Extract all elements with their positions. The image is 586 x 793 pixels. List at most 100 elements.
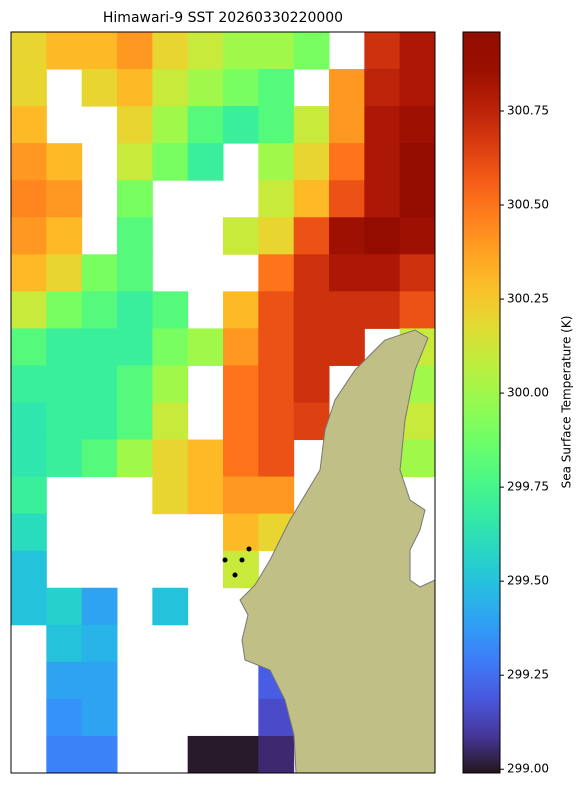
cell xyxy=(11,402,47,441)
cell xyxy=(293,402,330,441)
cell xyxy=(11,439,47,478)
cell xyxy=(152,402,189,441)
cell xyxy=(117,143,153,181)
markers xyxy=(222,546,252,578)
cell xyxy=(81,698,118,737)
cell xyxy=(187,439,224,478)
cell xyxy=(117,217,153,255)
cell xyxy=(399,254,436,292)
cell xyxy=(223,291,259,329)
cell xyxy=(293,106,330,144)
cell xyxy=(258,402,295,441)
cell xyxy=(364,291,401,329)
cell xyxy=(11,291,47,329)
cell xyxy=(293,180,330,218)
cell xyxy=(364,254,401,292)
cell xyxy=(11,32,47,70)
cell xyxy=(258,439,295,478)
cell xyxy=(399,143,436,181)
cell xyxy=(258,106,295,144)
cell xyxy=(329,69,365,107)
cell xyxy=(81,32,118,70)
cell xyxy=(46,291,83,329)
cell xyxy=(329,254,365,292)
cell xyxy=(293,32,330,70)
cell xyxy=(293,254,330,292)
cell xyxy=(11,180,47,218)
colorbar-tick-label: 300.75 xyxy=(507,103,549,117)
cell xyxy=(46,32,83,70)
chart-title: Himawari-9 SST 20260330220000 xyxy=(103,10,343,26)
cell xyxy=(81,661,118,700)
cell xyxy=(329,180,365,218)
cell xyxy=(46,143,83,181)
cell xyxy=(223,550,259,589)
colorbar-tick-label: 299.00 xyxy=(507,762,549,776)
cell xyxy=(364,217,401,255)
cell xyxy=(399,32,436,70)
cell xyxy=(152,143,189,181)
cell xyxy=(81,402,118,441)
cell xyxy=(46,624,83,663)
colorbar-tick-label: 300.50 xyxy=(507,198,549,212)
cell xyxy=(293,291,330,329)
cell xyxy=(152,439,189,478)
cell xyxy=(187,69,224,107)
colorbar-label: Sea Surface Temperature (K) xyxy=(560,316,574,489)
cell xyxy=(117,439,153,478)
cell xyxy=(46,217,83,255)
cell xyxy=(152,365,189,403)
cell xyxy=(187,143,224,181)
cell xyxy=(364,180,401,218)
cell xyxy=(223,32,259,70)
cell xyxy=(187,328,224,366)
cell xyxy=(81,439,118,478)
cell xyxy=(329,217,365,255)
cell xyxy=(81,624,118,663)
cell xyxy=(117,254,153,292)
cell xyxy=(223,735,259,774)
cell xyxy=(187,106,224,144)
cell xyxy=(187,476,224,515)
cell xyxy=(81,69,118,107)
cell xyxy=(46,328,83,366)
cell xyxy=(46,661,83,700)
cell xyxy=(399,217,436,255)
cell xyxy=(293,143,330,181)
cell xyxy=(293,365,330,403)
cell xyxy=(46,735,83,774)
cell xyxy=(258,365,295,403)
cell xyxy=(258,217,295,255)
cell xyxy=(258,69,295,107)
cell xyxy=(223,476,259,515)
cell xyxy=(152,587,189,626)
cell xyxy=(399,106,436,144)
cell xyxy=(117,106,153,144)
cell xyxy=(293,217,330,255)
cell xyxy=(46,365,83,403)
cell xyxy=(117,402,153,441)
cell xyxy=(152,69,189,107)
cell xyxy=(223,69,259,107)
cell xyxy=(364,32,401,70)
cell xyxy=(223,328,259,366)
cell xyxy=(329,143,365,181)
cell xyxy=(399,69,436,107)
cell xyxy=(329,106,365,144)
cell xyxy=(152,291,189,329)
colorbar-tick-label: 299.25 xyxy=(507,668,549,682)
cell xyxy=(11,106,47,144)
cell xyxy=(117,328,153,366)
cell xyxy=(46,254,83,292)
cell xyxy=(258,143,295,181)
cell xyxy=(329,328,365,366)
colorbar-tick-label: 299.75 xyxy=(507,480,549,494)
cell xyxy=(258,476,295,515)
cell xyxy=(11,550,47,589)
cell xyxy=(258,180,295,218)
cell xyxy=(11,69,47,107)
cell xyxy=(11,143,47,181)
cell xyxy=(223,439,259,478)
cell xyxy=(81,735,118,774)
